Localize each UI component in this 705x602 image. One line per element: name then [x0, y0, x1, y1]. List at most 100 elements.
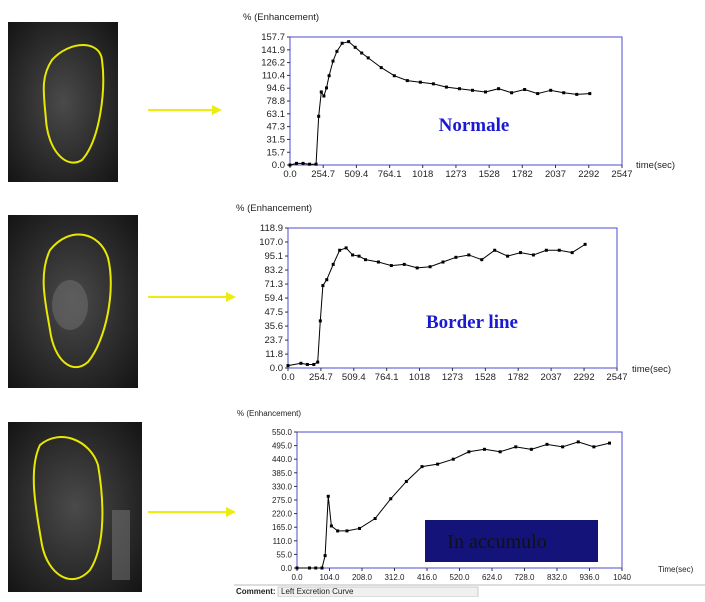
data-point [467, 450, 470, 453]
data-point [536, 92, 539, 95]
data-point [584, 243, 587, 246]
data-point [575, 93, 578, 96]
data-point [322, 95, 325, 98]
x-tick-label: 0.0 [281, 372, 294, 383]
y-tick-label: 275.0 [272, 496, 293, 505]
y-tick-label: 95.1 [265, 251, 284, 262]
x-tick-label: 728.0 [514, 573, 535, 582]
data-point [506, 255, 509, 258]
data-point [561, 445, 564, 448]
comment-label: Comment: [236, 587, 276, 596]
y-tick-label: 35.6 [265, 321, 284, 332]
data-point [432, 82, 435, 85]
data-point [308, 163, 311, 166]
data-point [545, 249, 548, 252]
x-tick-label: 509.4 [342, 372, 366, 383]
x-tick-label: 1018 [412, 169, 433, 180]
data-point [514, 445, 517, 448]
y-tick-label: 495.0 [272, 442, 293, 451]
annotation: In accumulo [447, 531, 546, 553]
data-point [510, 91, 513, 94]
annotation: Border line [426, 312, 518, 333]
x-tick-label: 0.0 [283, 169, 296, 180]
data-point [549, 89, 552, 92]
y-tick-label: 23.7 [265, 335, 284, 346]
data-point [419, 81, 422, 84]
data-point [314, 567, 317, 570]
data-point [389, 497, 392, 500]
x-tick-label: 1018 [409, 372, 430, 383]
data-point [442, 261, 445, 264]
x-tick-label: 1273 [445, 169, 466, 180]
data-point [332, 60, 335, 63]
data-point [377, 261, 380, 264]
data-point [421, 465, 424, 468]
data-point [416, 266, 419, 269]
data-point [577, 440, 580, 443]
data-point [519, 251, 522, 254]
x-tick-label: 2547 [611, 169, 632, 180]
data-point [484, 90, 487, 93]
data-point [315, 163, 318, 166]
y-tick-label: 220.0 [272, 510, 293, 519]
y-tick-label: 0.0 [281, 564, 293, 573]
x-tick-label: 2037 [541, 372, 562, 383]
data-point [405, 480, 408, 483]
data-point [406, 79, 409, 82]
data-point [445, 86, 448, 89]
x-tick-label: 2292 [578, 169, 599, 180]
x-tick-label: 764.1 [378, 169, 402, 180]
data-point [287, 364, 290, 367]
x-tick-label: 509.4 [345, 169, 369, 180]
data-point [335, 50, 338, 53]
data-point [571, 251, 574, 254]
data-point [330, 524, 333, 527]
y-tick-label: 385.0 [272, 469, 293, 478]
x-tick-label: 104.0 [319, 573, 340, 582]
x-tick-label: 936.0 [579, 573, 600, 582]
data-point [347, 40, 350, 43]
x-tick-label: 1040 [613, 573, 631, 582]
x-axis-label: Time(sec) [658, 565, 694, 574]
y-tick-label: 126.2 [261, 58, 285, 69]
data-point [289, 164, 292, 167]
y-tick-label: 11.8 [265, 349, 283, 360]
data-point [316, 361, 319, 364]
x-tick-label: 1528 [475, 372, 496, 383]
data-point [374, 517, 377, 520]
data-point [321, 567, 324, 570]
y-tick-label: 47.5 [265, 307, 284, 318]
annotation: Normale [439, 115, 510, 136]
data-point [346, 529, 349, 532]
data-point [458, 87, 461, 90]
data-point [328, 74, 331, 77]
series-line [290, 42, 590, 165]
y-tick-label: 157.7 [261, 32, 285, 43]
y-tick-label: 78.8 [267, 96, 286, 107]
y-tick-label: 31.5 [267, 134, 286, 145]
series-line [288, 244, 585, 365]
y-tick-label: 55.0 [276, 550, 292, 559]
data-point [302, 162, 305, 165]
x-tick-label: 2547 [606, 372, 627, 383]
data-point [530, 448, 533, 451]
data-point [403, 263, 406, 266]
data-point [499, 450, 502, 453]
mri-image-3 [8, 422, 236, 592]
data-point [358, 527, 361, 530]
data-point [306, 363, 309, 366]
data-point [471, 89, 474, 92]
x-tick-label: 764.1 [375, 372, 399, 383]
x-axis-label: time(sec) [636, 160, 675, 171]
data-point [360, 51, 363, 54]
x-tick-label: 0.0 [291, 573, 303, 582]
data-point [546, 443, 549, 446]
data-point [367, 56, 370, 59]
y-tick-label: 550.0 [272, 428, 293, 437]
x-tick-label: 2037 [545, 169, 566, 180]
data-point [295, 162, 298, 165]
data-point [296, 567, 299, 570]
data-point [532, 253, 535, 256]
data-point [341, 42, 344, 45]
data-point [327, 495, 330, 498]
